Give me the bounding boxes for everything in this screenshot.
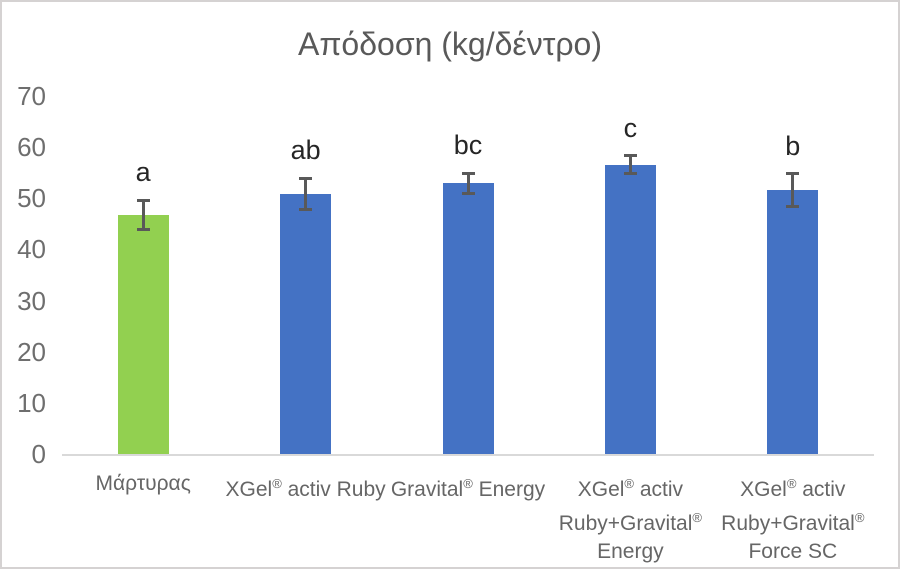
error-bar-cap [461, 171, 475, 175]
significance-letter: b [785, 130, 801, 161]
registered-mark: ® [463, 476, 473, 491]
registered-mark: ® [854, 510, 865, 525]
category-label-line: Gravital® Energy [390, 476, 546, 501]
category-label-line: Μάρτυρας [95, 472, 191, 495]
error-bar-cap [623, 154, 637, 158]
bar [280, 193, 332, 454]
registered-mark: ® [692, 510, 702, 525]
error-bar-cap [623, 171, 637, 175]
category-label-line: XGel® activ Ruby [225, 476, 386, 501]
error-bar-cap [786, 172, 800, 176]
category-label-line: XGel® activ [577, 476, 684, 501]
error-bar-cap [786, 204, 800, 208]
category-label-line: XGel® activ [740, 476, 846, 501]
error-bar [791, 173, 795, 207]
error-bar-cap [299, 207, 313, 211]
registered-mark: ® [786, 476, 797, 491]
y-tick-label: 0 [31, 439, 46, 469]
category-label: Gravital® Energy [380, 470, 556, 504]
error-bar [304, 178, 308, 209]
significance-letter: c [623, 112, 638, 143]
bar [604, 164, 656, 454]
category-label: XGel® activ Ruby+Gravital® Force SC [705, 470, 881, 566]
category-label-line: Force SC [748, 540, 838, 563]
y-tick-label: 10 [17, 387, 46, 418]
error-bar [141, 200, 145, 230]
category-label-line: Ruby+Gravital® [558, 510, 702, 535]
significance-letter: a [135, 157, 151, 188]
category-label: Μάρτυρας [55, 470, 231, 498]
y-tick-label: 30 [17, 285, 46, 316]
error-bar-cap [461, 192, 475, 196]
bar [117, 215, 169, 454]
registered-mark: ® [624, 476, 635, 491]
registered-mark: ® [272, 476, 282, 491]
y-tick-label: 70 [17, 81, 46, 111]
chart-title: Απόδοση (kg/δέντρο) [298, 26, 602, 62]
y-tick-label: 40 [17, 234, 46, 265]
category-label-line: Energy [597, 540, 664, 563]
category-label: XGel® activ Ruby [218, 470, 394, 504]
error-bar [628, 155, 632, 174]
category-label: XGel® activ Ruby+Gravital® Energy [542, 470, 718, 566]
significance-letter: bc [453, 130, 483, 161]
error-bar-cap [136, 198, 150, 202]
bar [767, 190, 819, 454]
bar [442, 183, 494, 454]
significance-letter: ab [290, 135, 321, 166]
y-tick-label: 60 [17, 132, 46, 163]
y-tick-label: 50 [17, 183, 46, 214]
error-bar-cap [136, 228, 150, 232]
error-bar-cap [299, 176, 313, 180]
error-bar [466, 173, 470, 194]
category-label-line: Ruby+Gravital® [721, 510, 865, 535]
x-axis-line [62, 454, 874, 456]
y-tick-label: 20 [17, 336, 46, 367]
